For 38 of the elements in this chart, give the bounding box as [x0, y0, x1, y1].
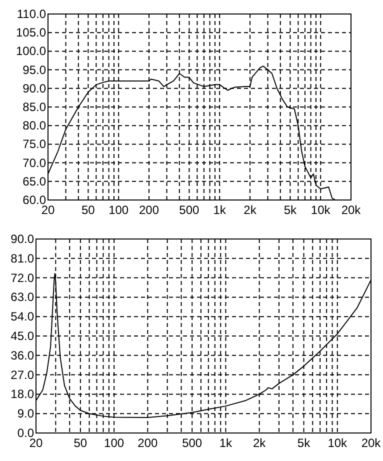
x-tick-label: 1k	[219, 436, 234, 450]
y-tick-label: 80.0	[22, 118, 46, 133]
x-tick-label: 20k	[361, 436, 382, 450]
x-tick-label: 500	[182, 436, 202, 450]
y-tick-label: 18.0	[10, 387, 34, 402]
y-tick-label: 63.0	[10, 290, 34, 304]
x-tick-label: 5k	[284, 203, 298, 217]
y-tick-label: 65.0	[22, 174, 46, 188]
y-tick-label: 100.0	[16, 44, 46, 58]
y-tick-label: 85.0	[22, 100, 46, 114]
y-tick-label: 90.0	[22, 81, 46, 96]
x-tick-label: 50	[74, 436, 88, 450]
x-tick-label: 10k	[328, 436, 348, 450]
x-tick-label: 100	[104, 436, 124, 450]
y-tick-label: 90.0	[10, 232, 34, 246]
y-tick-label: 95.0	[22, 62, 46, 77]
y-tick-label: 75.0	[22, 137, 46, 152]
x-tick-label: 200	[138, 436, 158, 450]
x-tick-label: 2k	[252, 436, 267, 450]
x-tick-label: 5k	[297, 436, 312, 450]
x-tick-label: 500	[179, 203, 200, 217]
x-tick-label: 200	[138, 203, 160, 217]
y-tick-label: 54.0	[10, 310, 34, 324]
y-tick-label: 36.0	[10, 348, 34, 362]
x-tick-label: 1k	[213, 203, 227, 217]
y-tick-label: 105.0	[16, 26, 46, 40]
y-tick-label: 9.0	[17, 406, 34, 421]
x-tick-label: 50	[82, 203, 96, 217]
y-tick-label: 70.0	[22, 156, 46, 170]
y-tick-label: 45.0	[10, 329, 34, 343]
y-tick-label: 81.0	[10, 251, 34, 266]
x-tick-label: 10k	[310, 203, 332, 217]
x-tick-label: 2k	[244, 203, 258, 217]
x-tick-label: 20k	[341, 203, 362, 217]
y-tick-label: 27.0	[10, 368, 34, 382]
y-tick-label: 110.0	[16, 7, 46, 21]
y-tick-label: 72.0	[10, 270, 34, 285]
x-tick-label: 100	[108, 203, 129, 217]
